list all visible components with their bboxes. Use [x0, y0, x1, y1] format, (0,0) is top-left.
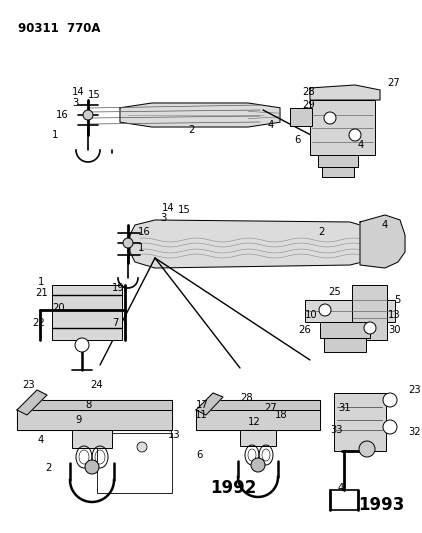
Polygon shape — [27, 400, 172, 410]
Text: 31: 31 — [338, 403, 351, 413]
Text: 8: 8 — [85, 400, 91, 410]
Circle shape — [137, 442, 147, 452]
Bar — [324, 338, 366, 352]
Text: 24: 24 — [90, 380, 103, 390]
Text: 11: 11 — [195, 410, 208, 420]
Polygon shape — [360, 215, 405, 268]
Text: 17: 17 — [196, 400, 209, 410]
Bar — [52, 285, 122, 340]
Text: 5: 5 — [394, 295, 400, 305]
Text: 20: 20 — [52, 303, 65, 313]
Text: 3: 3 — [72, 98, 78, 108]
Text: 6: 6 — [196, 450, 203, 460]
Polygon shape — [196, 410, 320, 430]
Text: 27: 27 — [387, 78, 400, 88]
Circle shape — [383, 420, 397, 434]
Text: 18: 18 — [275, 410, 288, 420]
Text: 22: 22 — [32, 318, 45, 328]
Circle shape — [75, 338, 89, 352]
Text: 2: 2 — [188, 125, 195, 135]
Bar — [72, 430, 112, 448]
Circle shape — [83, 110, 93, 120]
Text: 14: 14 — [162, 203, 175, 213]
Circle shape — [349, 129, 361, 141]
Circle shape — [123, 238, 133, 248]
Text: 16: 16 — [56, 110, 69, 120]
Text: 7: 7 — [112, 318, 119, 328]
Text: 4: 4 — [38, 435, 44, 445]
Text: 15: 15 — [88, 90, 101, 100]
Polygon shape — [206, 400, 320, 410]
Bar — [310, 100, 375, 155]
Bar — [322, 167, 354, 177]
Text: 9: 9 — [75, 415, 81, 425]
Text: 28: 28 — [240, 393, 253, 403]
Text: 2: 2 — [45, 463, 51, 473]
Polygon shape — [120, 103, 280, 127]
Text: 12: 12 — [248, 417, 261, 427]
Text: 28: 28 — [302, 87, 315, 97]
Text: 16: 16 — [138, 227, 151, 237]
Bar — [305, 300, 395, 322]
Text: 23: 23 — [408, 385, 421, 395]
Text: 90311  770A: 90311 770A — [18, 21, 100, 35]
Text: 2: 2 — [318, 227, 325, 237]
Text: 32: 32 — [408, 427, 421, 437]
Text: 10: 10 — [305, 310, 318, 320]
Bar — [318, 155, 358, 167]
Bar — [334, 393, 386, 451]
Text: 15: 15 — [178, 205, 191, 215]
Text: 23: 23 — [22, 380, 35, 390]
Bar — [240, 430, 276, 446]
Text: 13: 13 — [388, 310, 400, 320]
Polygon shape — [130, 220, 375, 268]
Bar — [97, 433, 172, 493]
Bar — [352, 285, 387, 340]
Circle shape — [319, 304, 331, 316]
Text: 1993: 1993 — [358, 496, 404, 514]
Text: 4: 4 — [338, 483, 344, 493]
Text: 29: 29 — [302, 100, 315, 110]
Circle shape — [364, 322, 376, 334]
Text: 27: 27 — [264, 403, 277, 413]
Circle shape — [359, 441, 375, 457]
Text: 14: 14 — [72, 87, 85, 97]
Text: 25: 25 — [328, 287, 341, 297]
Text: 1: 1 — [38, 277, 44, 287]
Text: 3: 3 — [160, 213, 166, 223]
Text: 19: 19 — [112, 283, 125, 293]
Circle shape — [251, 458, 265, 472]
Text: 13: 13 — [168, 430, 181, 440]
Text: 1: 1 — [138, 243, 144, 253]
Polygon shape — [17, 390, 47, 415]
Text: 4: 4 — [382, 220, 388, 230]
Text: 1992: 1992 — [210, 479, 257, 497]
Text: 26: 26 — [298, 325, 311, 335]
Circle shape — [85, 460, 99, 474]
Polygon shape — [310, 85, 380, 100]
Text: 30: 30 — [388, 325, 400, 335]
Circle shape — [324, 112, 336, 124]
Text: 1: 1 — [52, 130, 58, 140]
Circle shape — [383, 393, 397, 407]
Bar — [290, 108, 312, 126]
Polygon shape — [17, 410, 172, 430]
Bar — [320, 322, 370, 338]
Text: 4: 4 — [268, 120, 274, 130]
Text: 4: 4 — [358, 140, 364, 150]
Text: 21: 21 — [35, 288, 48, 298]
Text: 6: 6 — [294, 135, 300, 145]
Text: 33: 33 — [330, 425, 343, 435]
Polygon shape — [196, 393, 223, 415]
